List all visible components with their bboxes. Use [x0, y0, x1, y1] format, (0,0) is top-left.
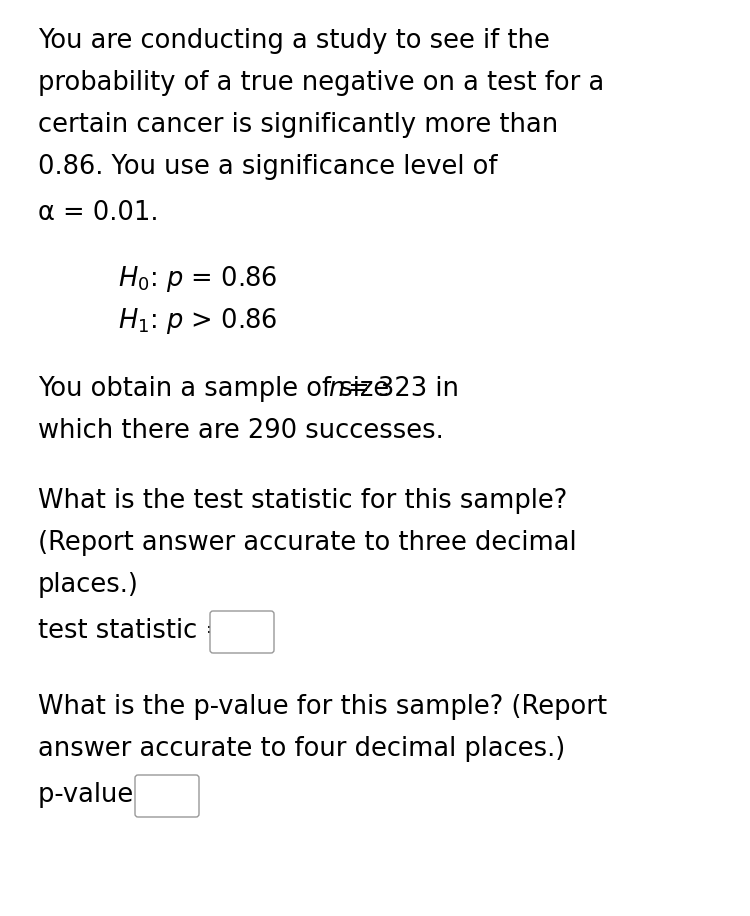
Text: α = 0.01.: α = 0.01.	[38, 200, 158, 226]
Text: probability of a true negative on a test for a: probability of a true negative on a test…	[38, 70, 604, 96]
Text: certain cancer is significantly more than: certain cancer is significantly more tha…	[38, 112, 558, 138]
Text: You obtain a sample of size: You obtain a sample of size	[38, 376, 398, 402]
FancyBboxPatch shape	[210, 611, 274, 653]
Text: $H_0$: $p$ = 0.86: $H_0$: $p$ = 0.86	[118, 264, 278, 294]
Text: answer accurate to four decimal places.): answer accurate to four decimal places.)	[38, 736, 566, 762]
Text: $n$: $n$	[328, 376, 344, 402]
Text: 0.86. You use a significance level of: 0.86. You use a significance level of	[38, 154, 497, 180]
Text: You are conducting a study to see if the: You are conducting a study to see if the	[38, 28, 550, 54]
Text: What is the p-value for this sample? (Report: What is the p-value for this sample? (Re…	[38, 694, 608, 720]
Text: places.): places.)	[38, 572, 139, 598]
Text: test statistic =: test statistic =	[38, 618, 227, 644]
Text: What is the test statistic for this sample?: What is the test statistic for this samp…	[38, 488, 567, 514]
Text: p-value =: p-value =	[38, 782, 163, 808]
Text: (Report answer accurate to three decimal: (Report answer accurate to three decimal	[38, 530, 577, 556]
Text: $H_1$: $p$ > 0.86: $H_1$: $p$ > 0.86	[118, 306, 278, 336]
FancyBboxPatch shape	[135, 775, 199, 817]
Text: which there are 290 successes.: which there are 290 successes.	[38, 418, 444, 444]
Text: = 323 in: = 323 in	[340, 376, 459, 402]
